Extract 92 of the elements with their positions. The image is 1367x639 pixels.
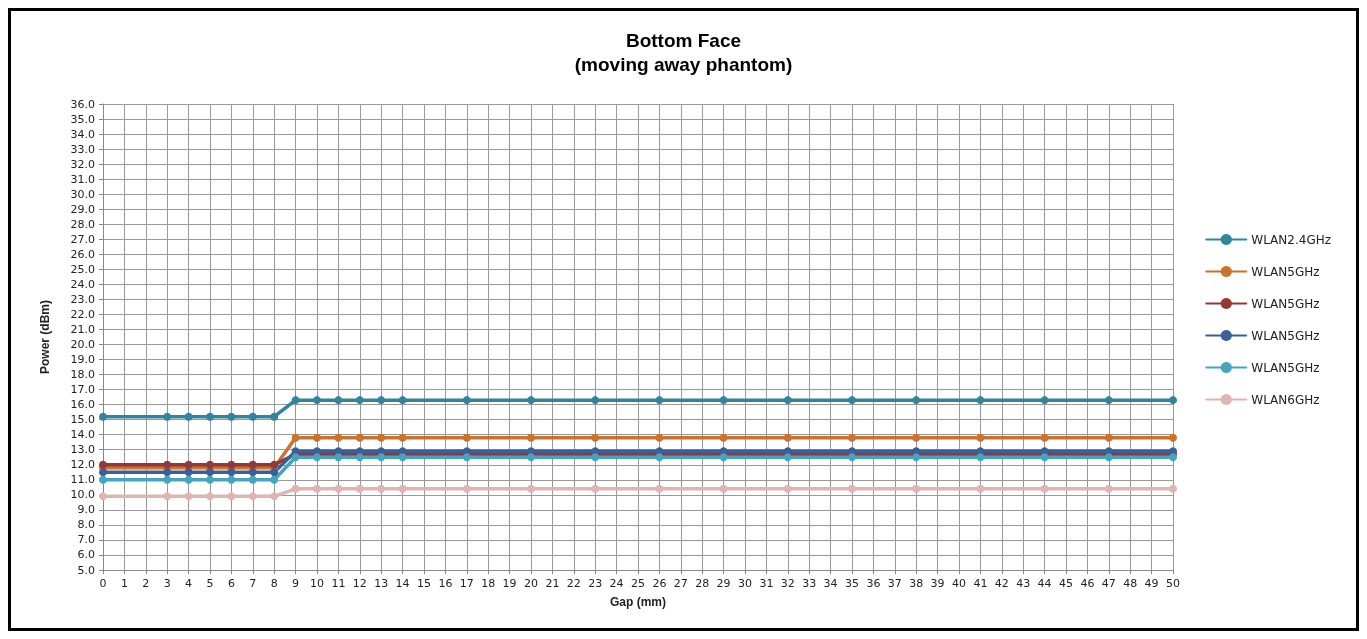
x-tick-label: 1 <box>120 577 128 590</box>
y-tick-label: 22.0 <box>70 307 95 321</box>
y-tick-label: 35.0 <box>70 112 95 126</box>
y-tick-label: 15.0 <box>70 413 95 427</box>
y-tick-label: 17.0 <box>70 383 95 397</box>
x-tick-label: 34 <box>823 577 838 590</box>
y-tick-label: 18.0 <box>70 368 95 382</box>
y-tick-label: 29.0 <box>70 202 95 216</box>
x-tick-label: 47 <box>1101 577 1116 590</box>
x-tick-label: 6 <box>227 577 235 590</box>
x-tick-label: 4 <box>185 577 193 590</box>
x-tick-label: 25 <box>631 577 645 590</box>
y-tick-label: 25.0 <box>70 262 95 276</box>
x-tick-label: 36 <box>866 577 881 590</box>
x-tick-label: 17 <box>459 577 474 590</box>
x-tick-label: 21 <box>545 577 560 590</box>
y-tick-label: 30.0 <box>70 187 95 201</box>
x-tick-label: 7 <box>249 577 257 590</box>
x-tick-label: 9 <box>292 577 300 590</box>
x-axis-title: Gap (mm) <box>609 595 667 609</box>
x-tick-label: 10 <box>310 577 324 590</box>
x-tick-label: 20 <box>524 577 538 590</box>
x-tick-label: 11 <box>331 577 346 590</box>
x-tick-label: 44 <box>1037 577 1052 590</box>
x-tick-label: 39 <box>930 577 945 590</box>
x-tick-label: 15 <box>417 577 431 590</box>
y-tick-label: 34.0 <box>70 127 95 141</box>
legend-label: WLAN5GHz <box>1251 296 1320 311</box>
x-tick-label: 40 <box>952 577 966 590</box>
x-tick-label: 30 <box>738 577 752 590</box>
x-tick-label: 3 <box>163 577 171 590</box>
x-tick-label: 38 <box>909 577 924 590</box>
x-tick-label: 2 <box>142 577 150 590</box>
x-tick-label: 22 <box>566 577 581 590</box>
legend-label: WLAN6GHz <box>1251 392 1320 407</box>
x-tick-label: 46 <box>1080 577 1095 590</box>
y-tick-label: 14.0 <box>70 428 95 442</box>
y-tick-label: 16.0 <box>70 398 95 412</box>
x-tick-label: 14 <box>395 577 410 590</box>
x-tick-label: 41 <box>973 577 988 590</box>
y-tick-label: 6.0 <box>77 548 95 562</box>
x-tick-label: 48 <box>1123 577 1138 590</box>
y-tick-label: 26.0 <box>70 247 95 261</box>
x-tick-label: 24 <box>609 577 624 590</box>
y-tick-label: 13.0 <box>70 443 95 457</box>
x-tick-label: 28 <box>695 577 710 590</box>
y-tick-label: 8.0 <box>77 518 95 532</box>
y-tick-label: 19.0 <box>70 353 95 367</box>
legend-label: WLAN5GHz <box>1251 360 1320 375</box>
x-tick-label: 26 <box>652 577 667 590</box>
legend-label: WLAN5GHz <box>1251 328 1320 343</box>
y-tick-label: 27.0 <box>70 232 95 246</box>
y-tick-label: 7.0 <box>77 533 95 547</box>
x-tick-label: 43 <box>1016 577 1031 590</box>
x-tick-label: 33 <box>802 577 817 590</box>
x-tick-label: 27 <box>673 577 688 590</box>
x-tick-label: 29 <box>716 577 731 590</box>
legend-label: WLAN2.4GHz <box>1251 232 1331 247</box>
y-tick-label: 5.0 <box>77 563 95 577</box>
x-tick-label: 12 <box>352 577 367 590</box>
y-tick-label: 32.0 <box>70 157 95 171</box>
y-tick-label: 12.0 <box>70 458 95 472</box>
x-tick-label: 45 <box>1059 577 1073 590</box>
y-tick-label: 28.0 <box>70 217 95 231</box>
x-tick-label: 23 <box>588 577 603 590</box>
y-tick-label: 20.0 <box>70 338 95 352</box>
y-tick-label: 24.0 <box>70 277 95 291</box>
x-tick-label: 13 <box>374 577 389 590</box>
y-tick-label: 21.0 <box>70 322 95 336</box>
x-tick-label: 37 <box>887 577 902 590</box>
x-tick-label: 49 <box>1144 577 1159 590</box>
x-tick-label: 5 <box>206 577 214 590</box>
x-tick-label: 19 <box>502 577 517 590</box>
x-tick-label: 42 <box>994 577 1009 590</box>
x-tick-label: 35 <box>845 577 859 590</box>
legend-label: WLAN5GHz <box>1251 264 1320 279</box>
y-tick-label: 11.0 <box>70 473 95 487</box>
x-tick-label: 31 <box>759 577 774 590</box>
y-tick-label: 10.0 <box>70 488 95 502</box>
y-axis-title: Power (dBm) <box>38 299 52 375</box>
x-tick-label: 0 <box>99 577 107 590</box>
chart-title: Bottom Face (moving away phantom) <box>574 29 793 75</box>
x-tick-label: 32 <box>780 577 795 590</box>
x-tick-label: 50 <box>1166 577 1180 590</box>
x-tick-label: 8 <box>270 577 278 590</box>
y-tick-label: 33.0 <box>70 142 95 156</box>
x-tick-label: 16 <box>438 577 453 590</box>
x-tick-label: 18 <box>481 577 496 590</box>
y-tick-label: 9.0 <box>77 503 95 517</box>
y-tick-label: 23.0 <box>70 292 95 306</box>
y-tick-label: 31.0 <box>70 172 95 186</box>
y-tick-label: 36.0 <box>70 97 95 111</box>
